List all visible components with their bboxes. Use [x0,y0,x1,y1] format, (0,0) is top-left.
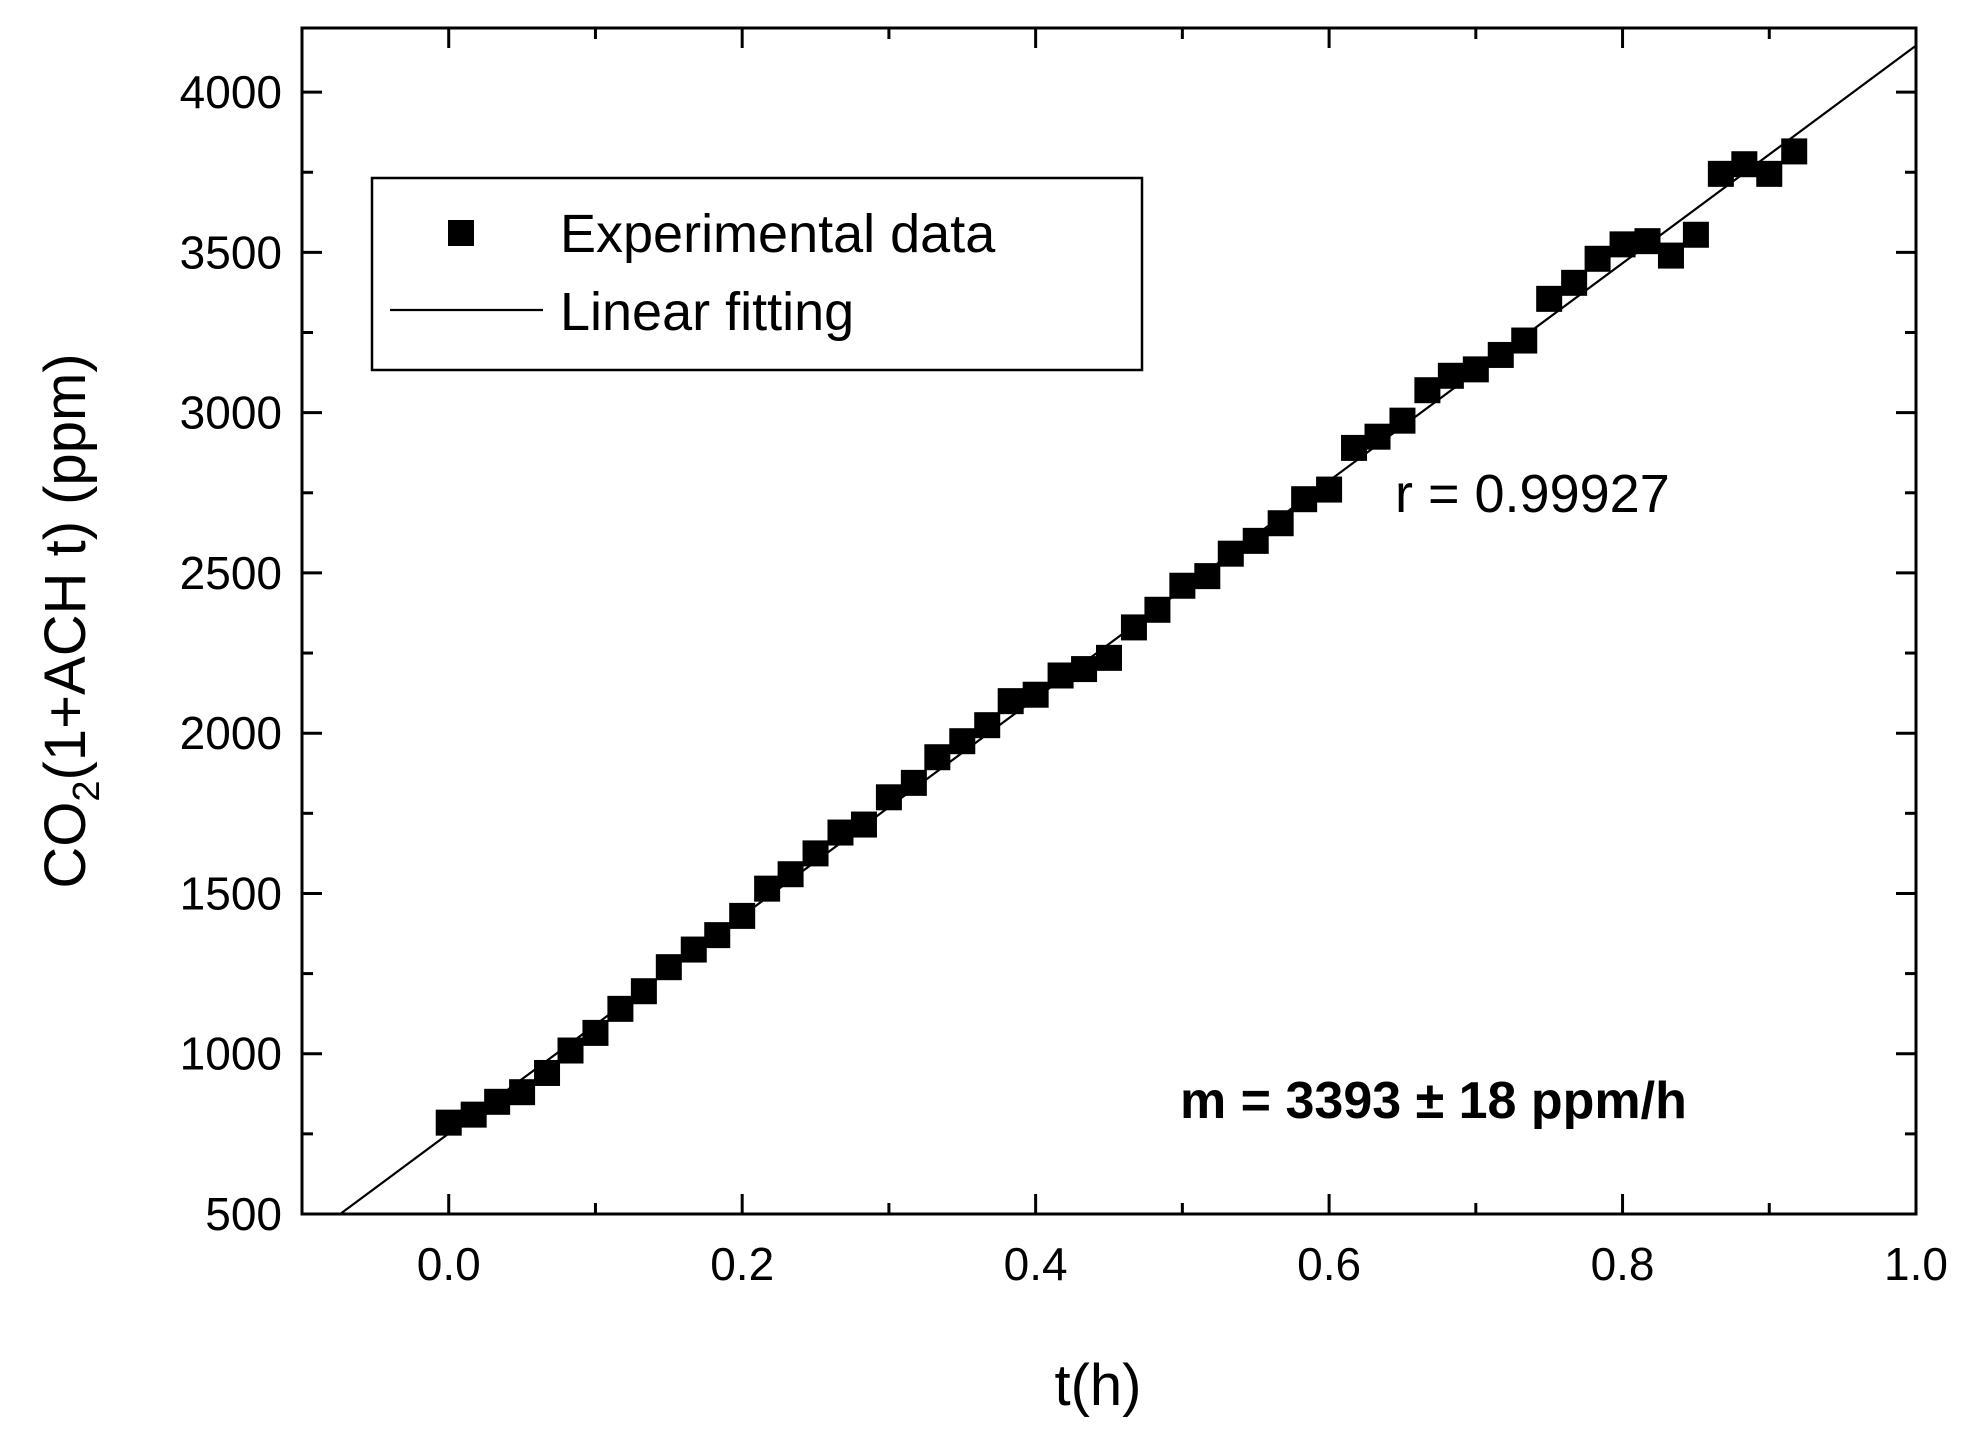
data-point [802,840,829,867]
x-tick-label: 0.2 [710,1238,774,1290]
x-tick-label: 0.8 [1591,1238,1655,1290]
y-tick-label: 1500 [180,867,282,919]
data-point [1781,138,1808,165]
data-point [435,1109,462,1136]
data-point [1756,160,1783,187]
data-point [949,728,976,755]
data-point [1316,476,1343,503]
data-point [1217,540,1244,567]
data-point [1462,356,1489,383]
legend-label-linear: Linear fitting [560,282,854,342]
plot-frame [300,26,1918,1216]
data-point [827,819,854,846]
data-point [1609,231,1636,258]
data-point [557,1037,584,1064]
y-tick-label: 3500 [180,226,282,278]
data-point [1047,662,1074,689]
data-point [777,861,804,888]
x-axis-label: t(h) [1055,1353,1142,1418]
y-tick-label: 500 [205,1188,282,1240]
data-point [729,902,756,929]
data-point [607,995,634,1022]
y-axis-label-main: CO [33,802,98,889]
data-point [754,875,781,902]
data-point [680,936,707,963]
x-tick-label: 1.0 [1884,1238,1948,1290]
y-axis-label-subscript: 2 [66,780,108,801]
data-point [1022,681,1049,708]
data-point [630,978,657,1005]
data-point [1584,245,1611,272]
data-point [1707,160,1734,187]
data-point [1536,285,1563,312]
data-point [1682,221,1709,248]
x-tick-label: 0.4 [1004,1238,1068,1290]
data-point [900,769,927,796]
data-point [1169,572,1196,599]
data-point [1657,242,1684,269]
y-tick-label: 2500 [180,547,282,599]
axis-ticks: 0.0 0.2 0.4 0.6 0.8 1.0 500 1000 1500 2000 2500 300… [180,28,1948,1290]
y-tick-label: 3000 [180,387,282,439]
data-point [1071,656,1098,683]
data-point [1731,151,1758,178]
data-point [1364,423,1391,450]
experimental-data-points [435,138,1808,1136]
data-point [1096,644,1122,671]
data-point [704,922,731,949]
legend-marker-square [448,220,474,246]
data-point [509,1079,536,1106]
y-tick-label: 1000 [180,1028,282,1080]
legend-label-experimental: Experimental data [560,204,996,264]
data-point [1634,228,1661,255]
data-point [1242,527,1269,554]
data-point [484,1088,511,1115]
y-tick-label: 2000 [180,707,282,759]
slope-annotation: m = 3393 ± 18 ppm/h [1180,1072,1687,1130]
data-point [582,1019,609,1046]
x-tick-label: 0.0 [417,1238,481,1290]
x-tick-label: 0.6 [1297,1238,1361,1290]
data-point [1341,434,1368,461]
data-point [974,712,1001,739]
data-point [997,688,1024,715]
data-point [1291,486,1318,513]
data-point [1194,563,1221,590]
data-point [534,1059,561,1086]
data-point [460,1101,487,1128]
data-point [1487,341,1514,368]
y-axis-label: CO2(1+ACH t) (ppm) [33,353,108,888]
legend-box [370,176,1144,372]
data-point [1437,362,1464,389]
legend: Experimental data Linear fitting [370,176,1144,372]
data-point [924,744,951,771]
data-point [850,811,877,838]
r-value-annotation: r = 0.99927 [1395,464,1670,524]
data-point [1120,614,1147,641]
data-point [1267,510,1294,537]
data-point [1414,377,1441,404]
data-point [1561,269,1588,296]
data-point [655,954,682,981]
data-point [875,784,902,811]
y-axis-label-rest: (1+ACH t) (ppm) [33,353,98,780]
data-point [1144,596,1171,623]
data-point [1511,327,1538,354]
data-point [1389,407,1416,434]
y-tick-label: 4000 [180,66,282,118]
